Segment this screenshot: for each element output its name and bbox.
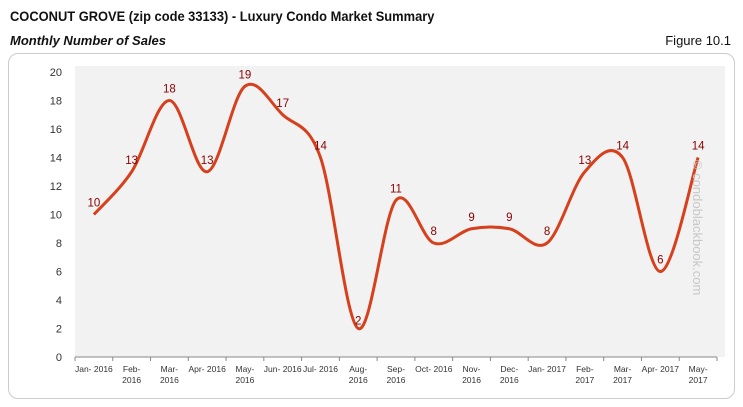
x-tick-label: 2016 [462,375,481,385]
x-tick-label: 2016 [500,375,519,385]
y-tick-label: 0 [56,352,62,364]
chart-subtitle: Monthly Number of Sales [10,33,167,48]
y-tick-label: 8 [56,238,62,250]
data-label: 19 [239,69,252,81]
x-tick-label: Jan- 2016 [75,364,113,374]
data-label: 11 [390,183,402,195]
data-label: 9 [468,212,474,224]
x-tick-label: Feb- [576,364,594,374]
x-tick-label: Jan- 2017 [528,364,566,374]
page-title: COCONUT GROVE (zip code 33133) - Luxury … [10,8,435,24]
x-tick-label: Apr- 2016 [189,364,227,374]
data-label: 17 [276,98,289,110]
data-label: 9 [506,212,512,224]
y-tick-label: 10 [50,210,62,222]
y-tick-label: 16 [50,124,62,136]
data-label: 6 [657,255,663,267]
data-label: 14 [692,141,705,153]
y-tick-label: 6 [56,267,62,279]
x-tick-label: 2016 [235,375,254,385]
x-tick-label: 2017 [689,375,708,385]
y-tick-label: 20 [50,67,62,79]
x-tick-label: Aug- [349,364,367,374]
data-label: 2 [355,316,361,328]
y-tick-label: 12 [50,181,62,193]
x-tick-label: 2016 [349,375,368,385]
data-label: 13 [125,155,138,167]
x-tick-label: 2016 [122,375,141,385]
data-label: 14 [314,141,327,153]
y-tick-label: 14 [50,153,62,165]
data-label: 13 [201,155,214,167]
plot-area [75,66,725,357]
data-label: 8 [431,226,437,238]
data-label: 10 [87,198,100,210]
data-label: 8 [544,226,550,238]
data-label: 18 [163,84,176,96]
chart-frame [8,53,735,399]
series-line [92,82,700,331]
x-tick-label: May- [689,364,708,374]
x-tick-label: Mar- [614,364,632,374]
y-tick-label: 18 [50,96,62,108]
x-tick-label: Oct- 2016 [415,364,453,374]
x-tick-label: 2016 [387,375,406,385]
figure-number: Figure 10.1 [665,33,731,48]
x-tick-label: May- [235,364,254,374]
x-tick-label: Jun- 2016 [264,364,302,374]
data-label: 14 [616,141,629,153]
y-tick-label: 2 [56,324,62,336]
x-tick-label: Apr- 2017 [642,364,680,374]
watermark: © condoblackbook.com [690,160,705,295]
data-label: 13 [578,155,591,167]
x-tick-label: Jul- 2016 [303,364,338,374]
x-tick-label: Sep- [387,364,405,374]
y-tick-label: 4 [56,295,62,307]
x-tick-label: 2016 [160,375,179,385]
x-tick-label: 2017 [613,375,632,385]
x-tick-label: Mar- [161,364,179,374]
x-tick-label: Nov- [463,364,481,374]
x-tick-label: Feb- [123,364,141,374]
x-tick-label: Dec- [500,364,518,374]
x-tick-label: 2017 [575,375,594,385]
